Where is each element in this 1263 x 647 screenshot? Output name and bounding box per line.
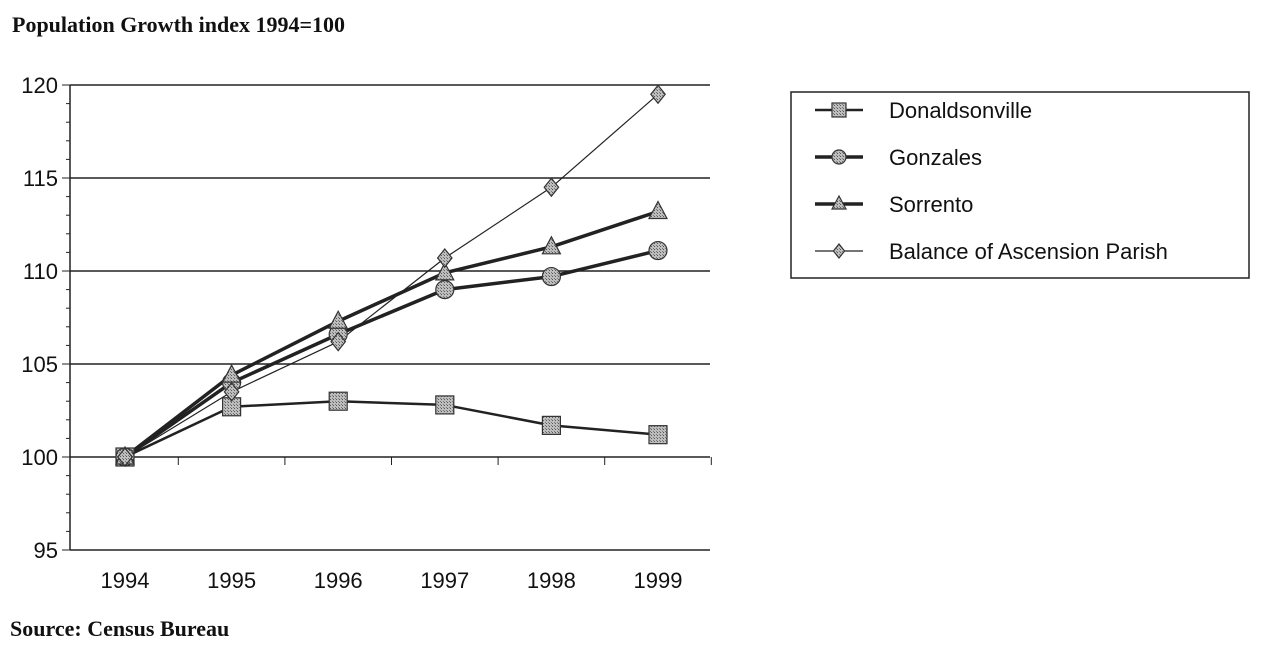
legend: Donaldsonville Gonzales Sorrento Balance of…: [790, 91, 1250, 279]
point-gonzales-1999: [648, 240, 668, 261]
legend-label: Gonzales: [889, 145, 982, 170]
series: [115, 84, 668, 467]
x-tick-label: 1999: [634, 568, 683, 593]
point-sorrento-1997: [434, 261, 455, 281]
source-note: Source: Census Bureau: [10, 616, 230, 641]
x-tick-label: 1994: [101, 568, 150, 593]
point-donaldsonville-1998: [541, 415, 562, 435]
legend-marker-square: [831, 102, 847, 118]
y-tick-label: 95: [34, 538, 58, 563]
point-donaldsonville-1997: [435, 395, 455, 415]
point-gonzales-1997: [435, 280, 455, 300]
y-tick-label: 120: [21, 73, 58, 98]
point-balance-of-ascension-parish-1996: [330, 331, 347, 352]
chart-title: Population Growth index 1994=100: [12, 12, 346, 37]
legend-label: Sorrento: [889, 192, 973, 217]
point-balance-of-ascension-parish-1997: [436, 248, 453, 268]
legend-label: Donaldsonville: [889, 98, 1032, 123]
series-line-balance-of-ascension-parish: [124, 93, 659, 458]
series-line-sorrento: [123, 209, 659, 459]
x-tick-label: 1997: [420, 568, 469, 593]
legend-marker-triangle: [830, 194, 848, 210]
series-line-donaldsonville: [124, 399, 659, 459]
x-tick-label: 1995: [207, 568, 256, 593]
point-balance-of-ascension-parish-1994: [117, 447, 133, 467]
legend-marker-circle: [831, 149, 847, 165]
axes: 95 100 105 110 115 120 1994 1995 1996 1997 1998 199…: [21, 73, 712, 593]
y-tick-label: 110: [23, 259, 58, 284]
point-sorrento-1996: [328, 309, 349, 329]
legend-label: Balance of Ascension Parish: [889, 239, 1168, 264]
point-gonzales-1998: [541, 266, 562, 287]
point-balance-of-ascension-parish-1999: [650, 84, 666, 105]
y-tick-label: 100: [21, 445, 58, 470]
point-sorrento-1998: [541, 235, 562, 255]
point-donaldsonville-1999: [648, 425, 668, 445]
legend-marker-diamond: [832, 243, 846, 259]
point-donaldsonville-1996: [328, 391, 348, 411]
point-balance-of-ascension-parish-1998: [543, 177, 560, 198]
x-tick-label: 1996: [314, 568, 363, 593]
legend-box: [790, 91, 1250, 279]
series-line-gonzales: [123, 248, 659, 459]
gridlines: [70, 84, 710, 458]
y-tick-label: 105: [21, 352, 58, 377]
y-tick-label: 115: [23, 166, 58, 191]
point-sorrento-1999: [648, 200, 668, 220]
point-balance-of-ascension-parish-1995: [223, 381, 240, 402]
x-tick-label: 1998: [527, 568, 576, 593]
